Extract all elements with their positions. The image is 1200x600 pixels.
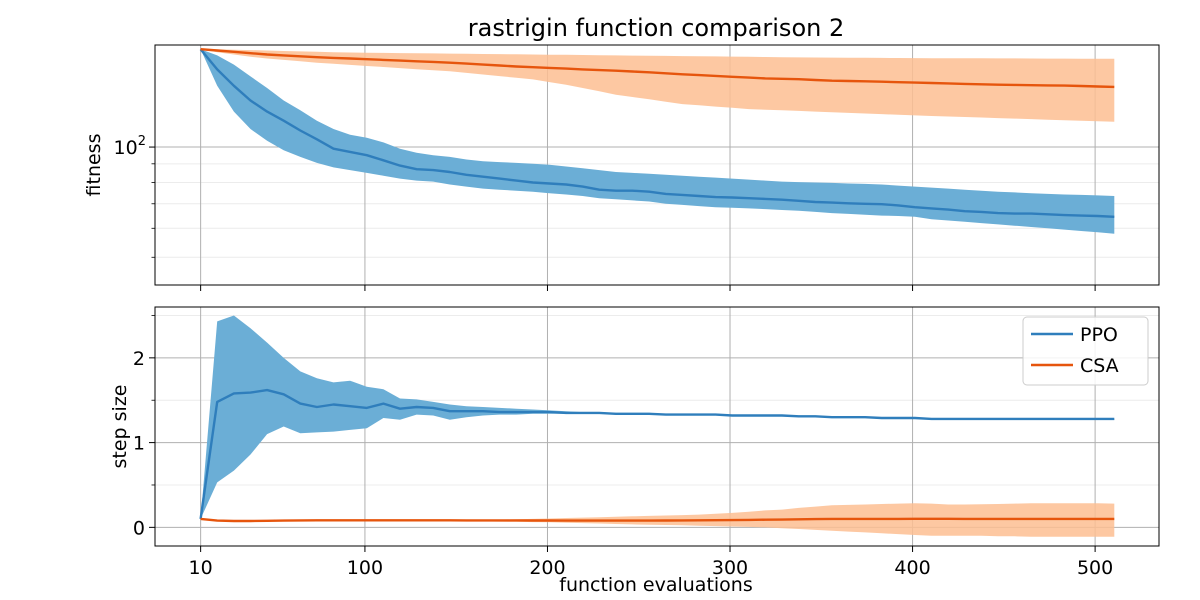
plot-area [199, 48, 1115, 234]
ppo-band [200, 315, 1115, 519]
chart-title: rastrigin function comparison 2 [468, 14, 844, 42]
x-tick-label: 200 [529, 557, 565, 579]
y-tick-label: 102 [114, 134, 146, 159]
legend: PPO CSA [1022, 316, 1149, 386]
plot-area [199, 315, 1115, 537]
csa-band [200, 49, 1115, 122]
step-size-panel: 0 1 2 10 100 200 300 400 500 step size PPO CSA [109, 306, 1160, 579]
ppo-band [200, 49, 1115, 234]
ppo-line [199, 48, 1115, 218]
csa-line [200, 517, 1115, 523]
csa-legend-label: CSA [1080, 355, 1119, 377]
ppo-line [199, 388, 1115, 520]
csa-line [200, 48, 1115, 89]
y-tick-label: 2 [133, 348, 145, 370]
x-tick-label: 500 [1077, 557, 1113, 579]
x-tick-label: 100 [347, 557, 383, 579]
fitness-panel: 102 fitness [83, 44, 1160, 291]
axes-frame [154, 306, 1160, 547]
x-axis-label: function evaluations [559, 574, 753, 596]
axes-frame [154, 44, 1160, 286]
y-axis-label: fitness [83, 134, 105, 197]
y-axis-label: step size [109, 385, 131, 469]
y-tick-label: 0 [133, 517, 145, 539]
x-tick-label: 300 [712, 557, 748, 579]
x-tick-label: 400 [894, 557, 930, 579]
x-tick-label: 10 [189, 557, 213, 579]
ppo-legend-label: PPO [1080, 324, 1118, 346]
y-tick-label: 1 [133, 433, 145, 455]
